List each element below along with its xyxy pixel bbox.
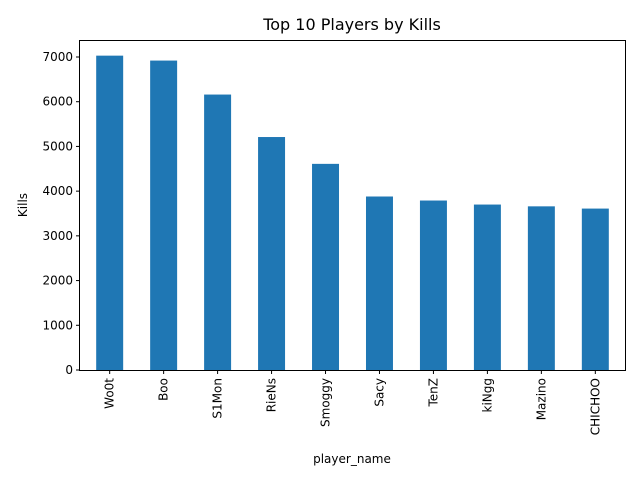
x-tick-label: CHICHOO bbox=[588, 378, 602, 435]
x-tick-label: TenZ bbox=[426, 378, 440, 408]
y-axis-label: Kills bbox=[16, 193, 30, 217]
bar-boo bbox=[150, 60, 178, 370]
x-tick-label: Smoggy bbox=[319, 378, 333, 427]
y-axis: 0 1000 2000 3000 4000 5000 6000 7000 bbox=[42, 50, 80, 377]
y-tick-label: 5000 bbox=[42, 139, 73, 153]
bar-chichoo bbox=[581, 208, 609, 370]
x-tick-label: kiNgg bbox=[480, 378, 494, 413]
x-tick-label: Wo0t bbox=[103, 378, 117, 409]
bar-kingg bbox=[473, 204, 501, 370]
chart-title: Top 10 Players by Kills bbox=[262, 15, 441, 34]
bar-tenz bbox=[419, 200, 447, 370]
bar-smoggy bbox=[312, 163, 340, 370]
y-tick-label: 3000 bbox=[42, 229, 73, 243]
x-axis-label: player_name bbox=[313, 452, 391, 466]
x-tick-label: Sacy bbox=[372, 378, 386, 407]
bar-s1mon bbox=[204, 94, 232, 371]
plot-frame bbox=[79, 40, 626, 371]
y-tick-label: 4000 bbox=[42, 184, 73, 198]
x-axis: Wo0t Boo S1Mon RieNs Smoggy Sacy TenZ kiNgg Mazi… bbox=[103, 370, 602, 435]
x-tick-label: RieNs bbox=[265, 378, 279, 412]
bar-sacy bbox=[365, 196, 393, 370]
y-tick-label: 6000 bbox=[42, 95, 73, 109]
y-tick-label: 7000 bbox=[42, 50, 73, 64]
x-tick-label: Boo bbox=[157, 378, 171, 401]
y-tick-label: 2000 bbox=[42, 274, 73, 288]
bar-wo0t bbox=[96, 55, 124, 371]
x-tick-label: S1Mon bbox=[211, 378, 225, 419]
y-tick-label: 0 bbox=[65, 363, 73, 377]
y-tick-label: 1000 bbox=[42, 318, 73, 332]
bar-riens bbox=[258, 137, 286, 370]
bar-mazino bbox=[527, 206, 555, 370]
x-tick-label: Mazino bbox=[534, 378, 548, 420]
bars-group bbox=[96, 55, 609, 371]
